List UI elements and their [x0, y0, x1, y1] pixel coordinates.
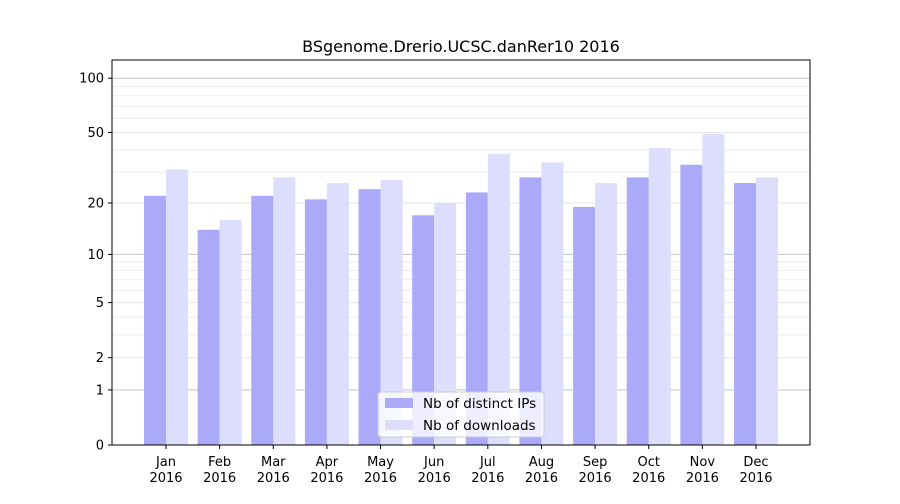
bar-distinct-ips	[197, 229, 220, 445]
x-tick-label-year: 2016	[257, 471, 290, 486]
x-tick-label-month: Jan	[155, 455, 176, 470]
plot-frame	[111, 59, 811, 446]
bar-distinct-ips	[358, 189, 381, 445]
bar-downloads	[166, 169, 188, 445]
x-tick-label-month: Sep	[583, 455, 608, 470]
x-axis: Jan2016Feb2016Mar2016Apr2016May2016Jun20…	[149, 445, 773, 486]
y-tick-label: 10	[87, 248, 104, 263]
y-tick-label: 0	[96, 439, 104, 454]
x-tick-label-year: 2016	[686, 471, 719, 486]
bar-distinct-ips	[519, 177, 542, 445]
bar-distinct-ips	[144, 195, 166, 445]
x-tick-label-year: 2016	[525, 471, 558, 486]
bar-downloads	[326, 183, 349, 445]
legend: Nb of distinct IPs Nb of downloads	[377, 391, 545, 438]
y-axis: 0 1 2 5 10 20 50 100	[79, 72, 112, 454]
x-tick-label-month: May	[367, 455, 394, 470]
x-tick-label-year: 2016	[471, 471, 504, 486]
legend-label-ips: Nb of distinct IPs	[423, 396, 536, 412]
bar-downloads	[595, 183, 618, 445]
bar-distinct-ips	[626, 177, 649, 445]
legend-swatch-downloads	[385, 420, 413, 430]
y-tick-label: 50	[87, 126, 104, 141]
bar-downloads	[541, 162, 564, 445]
y-tick-label: 100	[79, 72, 104, 87]
bar-distinct-ips	[465, 192, 488, 445]
x-tick-label-year: 2016	[149, 471, 182, 486]
x-tick-label-month: Jul	[479, 455, 496, 470]
bar-downloads	[487, 153, 510, 445]
x-tick-label-year: 2016	[418, 471, 451, 486]
bar-distinct-ips	[304, 199, 327, 445]
bar-downloads	[380, 180, 403, 445]
x-tick-label-month: Nov	[690, 455, 716, 470]
legend-swatch-ips	[385, 398, 413, 408]
chart-title: BSgenome.Drerio.UCSC.danRer10 2016	[302, 37, 620, 56]
bar-downloads	[702, 134, 725, 445]
bar-distinct-ips	[680, 164, 703, 445]
x-tick-label-year: 2016	[739, 471, 772, 486]
bar-downloads	[648, 147, 671, 445]
legend-box	[377, 391, 545, 438]
y-tick-label: 20	[87, 197, 104, 212]
x-tick-label-year: 2016	[579, 471, 612, 486]
x-tick-label-month: Oct	[637, 455, 659, 470]
bar-downloads	[434, 203, 457, 445]
x-tick-label-month: Mar	[261, 455, 286, 470]
legend-label-downloads: Nb of downloads	[423, 418, 536, 434]
bar-downloads	[273, 177, 296, 445]
y-tick-label: 2	[96, 351, 104, 366]
x-tick-label-year: 2016	[203, 471, 236, 486]
x-tick-label-year: 2016	[632, 471, 665, 486]
bar-distinct-ips	[251, 195, 274, 445]
bar-downloads	[219, 219, 242, 445]
bars	[144, 134, 778, 445]
x-tick-label-year: 2016	[310, 471, 343, 486]
x-tick-label-month: Dec	[743, 455, 768, 470]
x-tick-label-month: Jun	[423, 455, 444, 470]
y-tick-label: 5	[96, 296, 104, 311]
bar-downloads	[756, 177, 778, 445]
x-tick-label-month: Apr	[316, 455, 339, 470]
x-tick-label-month: Feb	[208, 455, 231, 470]
y-tick-label: 1	[96, 383, 104, 398]
x-tick-label-year: 2016	[364, 471, 397, 486]
x-tick-label-month: Aug	[529, 455, 554, 470]
bar-distinct-ips	[573, 206, 596, 445]
bar-distinct-ips	[734, 183, 756, 445]
bar-distinct-ips	[412, 215, 435, 445]
